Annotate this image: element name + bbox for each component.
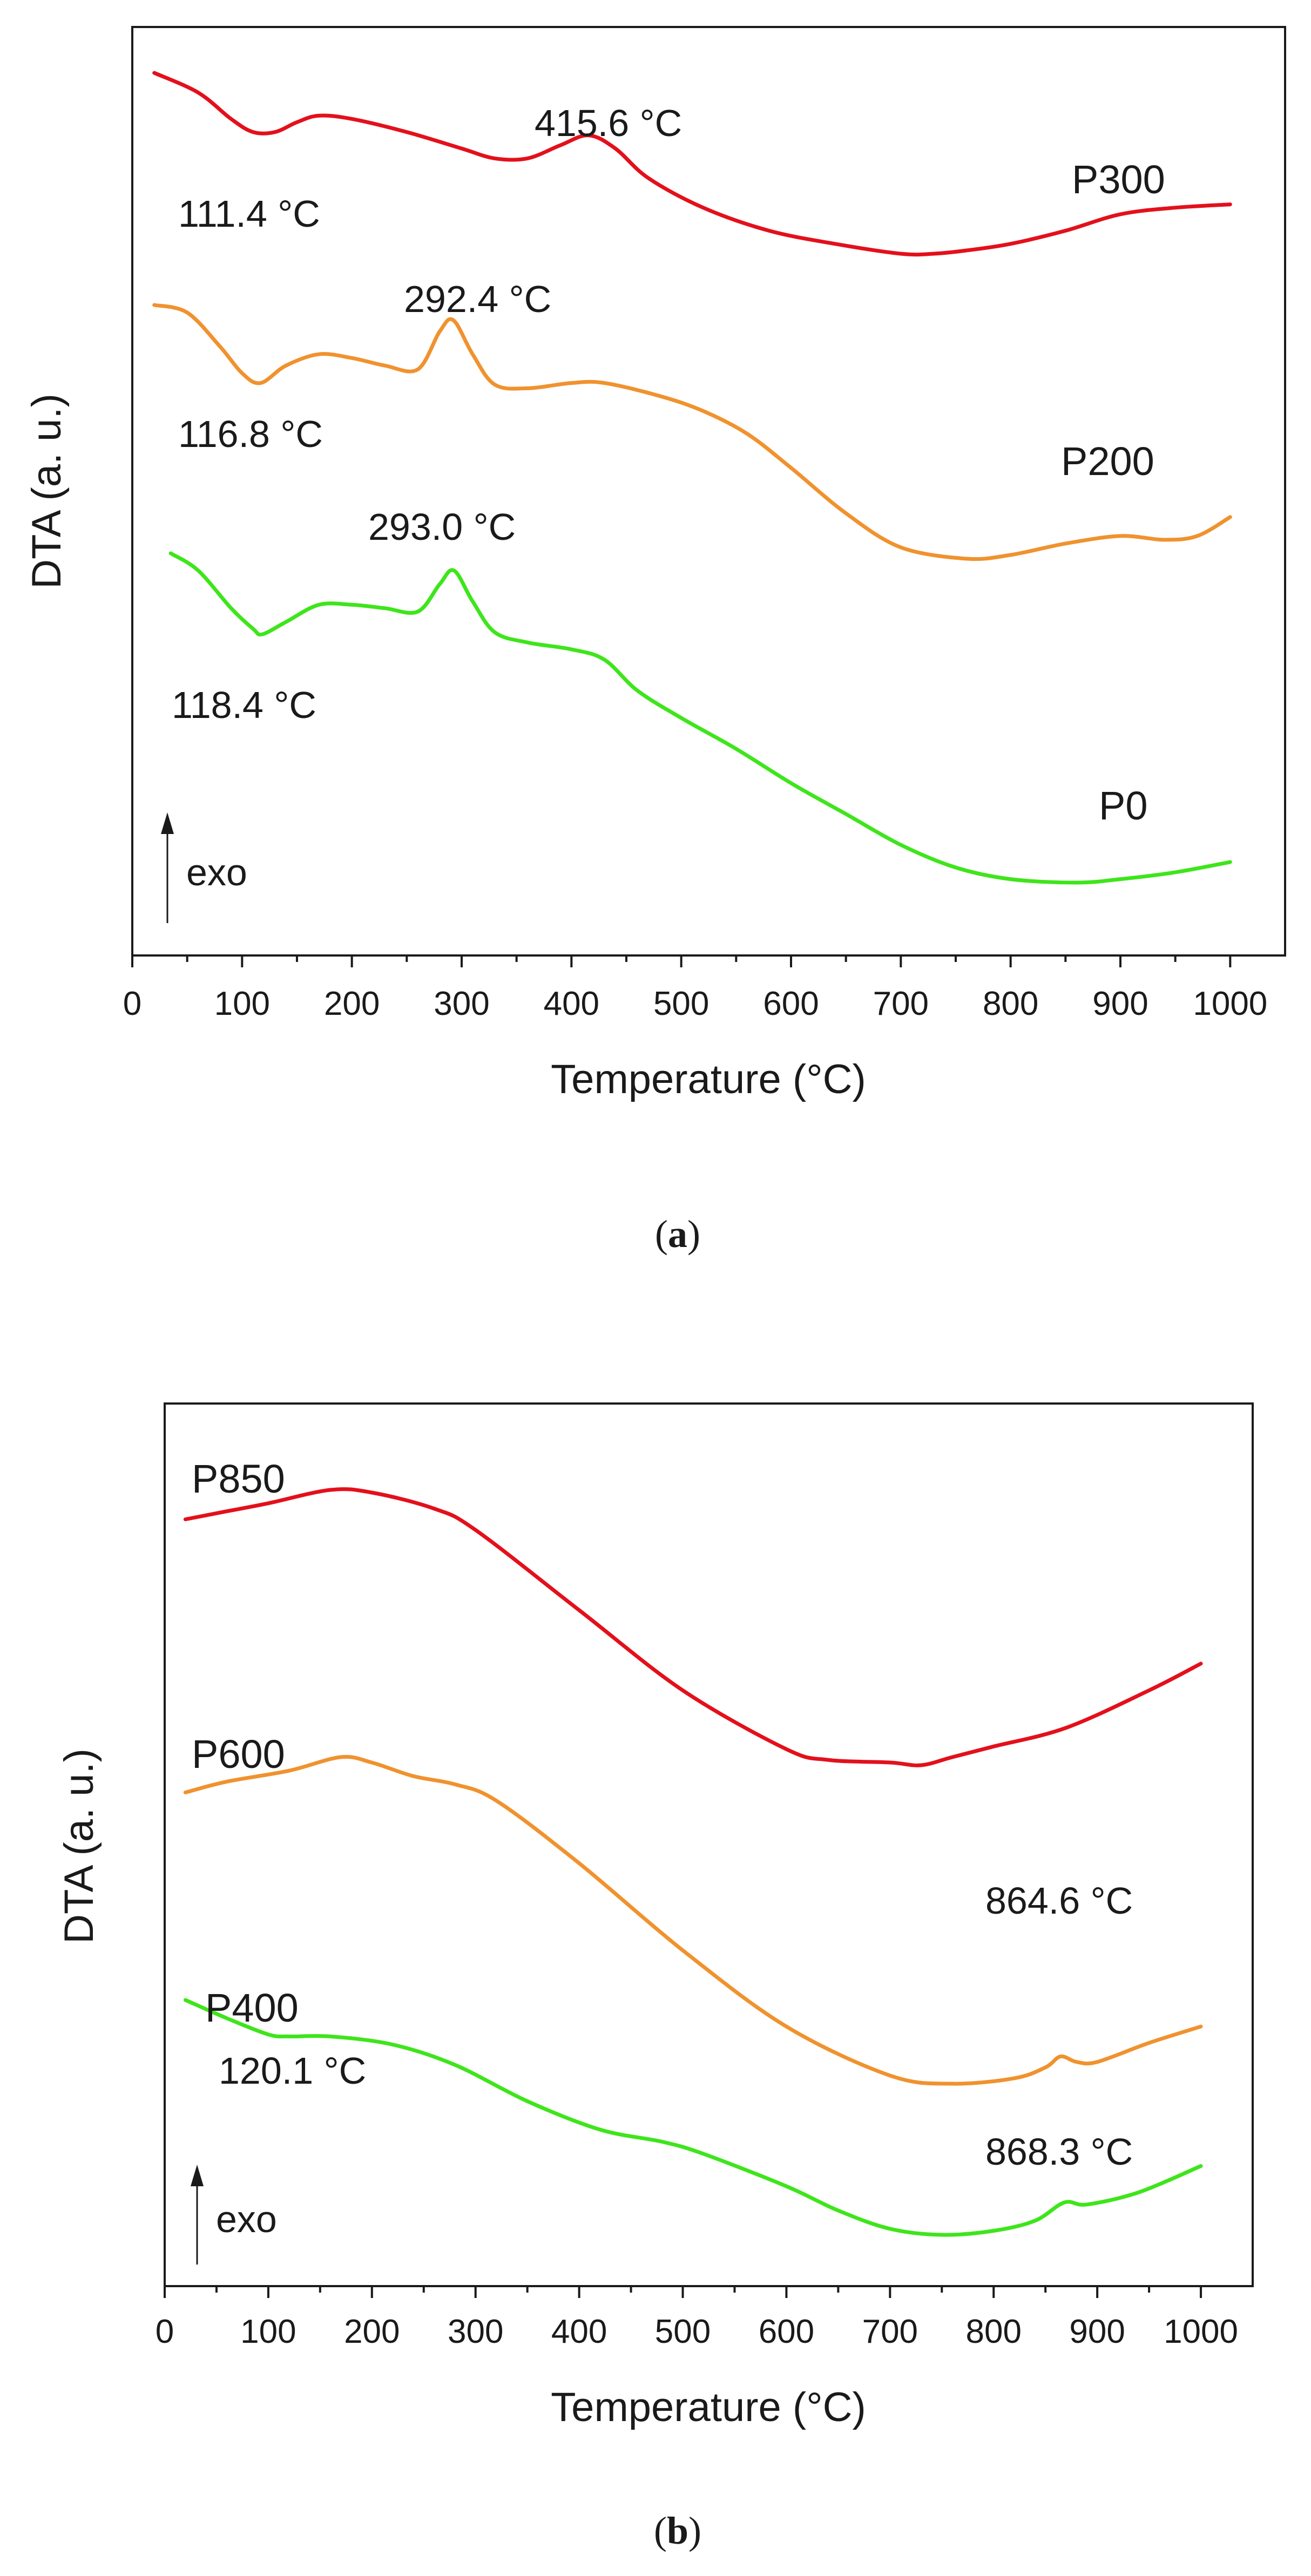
x-tick-label-100: 100	[240, 2313, 296, 2350]
x-tick-label-100: 100	[214, 985, 270, 1022]
x-tick-label-700: 700	[873, 985, 929, 1022]
panel-caption-letter-a: a	[668, 1212, 687, 1256]
annotation-868-3: 868.3 °C	[985, 2131, 1133, 2173]
series-label-p400: P400	[205, 1985, 299, 2030]
plot-frame-b	[164, 1402, 1254, 2287]
x-tick-label-300: 300	[448, 2313, 503, 2350]
x-tick-label-200: 200	[324, 985, 380, 1022]
x-tick-label-500: 500	[653, 985, 709, 1022]
x-tick-label-400: 400	[544, 985, 599, 1022]
x-axis-title-a: Temperature (°C)	[551, 1056, 866, 1102]
y-axis-title-b: DTA (a. u.)	[56, 1748, 102, 1944]
series-line-p300	[152, 71, 1232, 257]
series-line-p850	[183, 1487, 1203, 1767]
annotation-864-6: 864.6 °C	[985, 1880, 1133, 1922]
x-tick-label-0: 0	[123, 985, 141, 1022]
x-tick-label-900: 900	[1092, 985, 1148, 1022]
x-tick-labels-b: 0 100 200 300 400 500 600 700 800 900 1000	[156, 2313, 1238, 2350]
series-group-b	[183, 1487, 1203, 2237]
series-group-a	[152, 71, 1232, 885]
exo-indicator-a: exo	[161, 812, 247, 923]
x-tick-label-300: 300	[434, 985, 489, 1022]
x-tick-label-0: 0	[156, 2313, 174, 2350]
x-tick-label-700: 700	[862, 2313, 918, 2350]
series-label-p200: P200	[1061, 439, 1154, 484]
x-tick-label-600: 600	[763, 985, 819, 1022]
panel-caption-a: (a)	[655, 1212, 700, 1256]
series-line-p200	[152, 303, 1232, 561]
x-axis-title-b: Temperature (°C)	[551, 2384, 866, 2430]
x-tick-label-500: 500	[655, 2313, 711, 2350]
x-tick-label-900: 900	[1069, 2313, 1125, 2350]
annotation-292-4: 292.4 °C	[404, 278, 551, 320]
x-tick-label-800: 800	[966, 2313, 1022, 2350]
exo-arrowhead-b	[191, 2165, 204, 2186]
x-tick-label-1000: 1000	[1164, 2313, 1238, 2350]
annotation-118-4: 118.4 °C	[172, 684, 316, 726]
annotation-120-1: 120.1 °C	[219, 2050, 366, 2092]
series-label-p850: P850	[192, 1456, 285, 1501]
chart-panel-a: 0 100 200 300 400 500 600 700 800 900 1000 DTA (a.…	[24, 26, 1286, 1256]
series-line-p0	[168, 551, 1232, 885]
annotation-111-4: 111.4 °C	[178, 193, 320, 235]
x-tick-label-200: 200	[344, 2313, 400, 2350]
x-tick-labels-a: 0 100 200 300 400 500 600 700 800 900 1000	[123, 985, 1268, 1022]
series-line-p600	[183, 1754, 1203, 2086]
exo-label-a: exo	[186, 851, 247, 893]
series-label-p300: P300	[1072, 157, 1165, 202]
series-label-p600: P600	[192, 1732, 285, 1777]
series-line-p400	[183, 1998, 1203, 2237]
x-tick-label-600: 600	[759, 2313, 814, 2350]
x-ticks-b	[164, 2286, 1202, 2298]
annotation-415-6: 415.6 °C	[535, 102, 682, 144]
exo-label-b: exo	[216, 2198, 277, 2240]
exo-indicator-b: exo	[191, 2165, 277, 2265]
x-ticks-a	[131, 955, 1232, 967]
x-tick-label-800: 800	[983, 985, 1038, 1022]
x-tick-label-1000: 1000	[1193, 985, 1267, 1022]
plot-frame-a	[131, 26, 1286, 957]
annotation-293-0: 293.0 °C	[368, 506, 516, 548]
panel-caption-letter-b: b	[667, 2509, 688, 2552]
panel-caption-b: (b)	[654, 2509, 701, 2552]
series-label-p0: P0	[1099, 783, 1148, 828]
exo-arrowhead-a	[161, 812, 174, 834]
chart-panel-b: 0 100 200 300 400 500 600 700 800 900 1000 DTA (a.…	[56, 1402, 1254, 2552]
x-tick-label-400: 400	[551, 2313, 607, 2350]
y-axis-title-a: DTA (a. u.)	[24, 394, 70, 589]
annotation-116-8: 116.8 °C	[178, 413, 323, 455]
